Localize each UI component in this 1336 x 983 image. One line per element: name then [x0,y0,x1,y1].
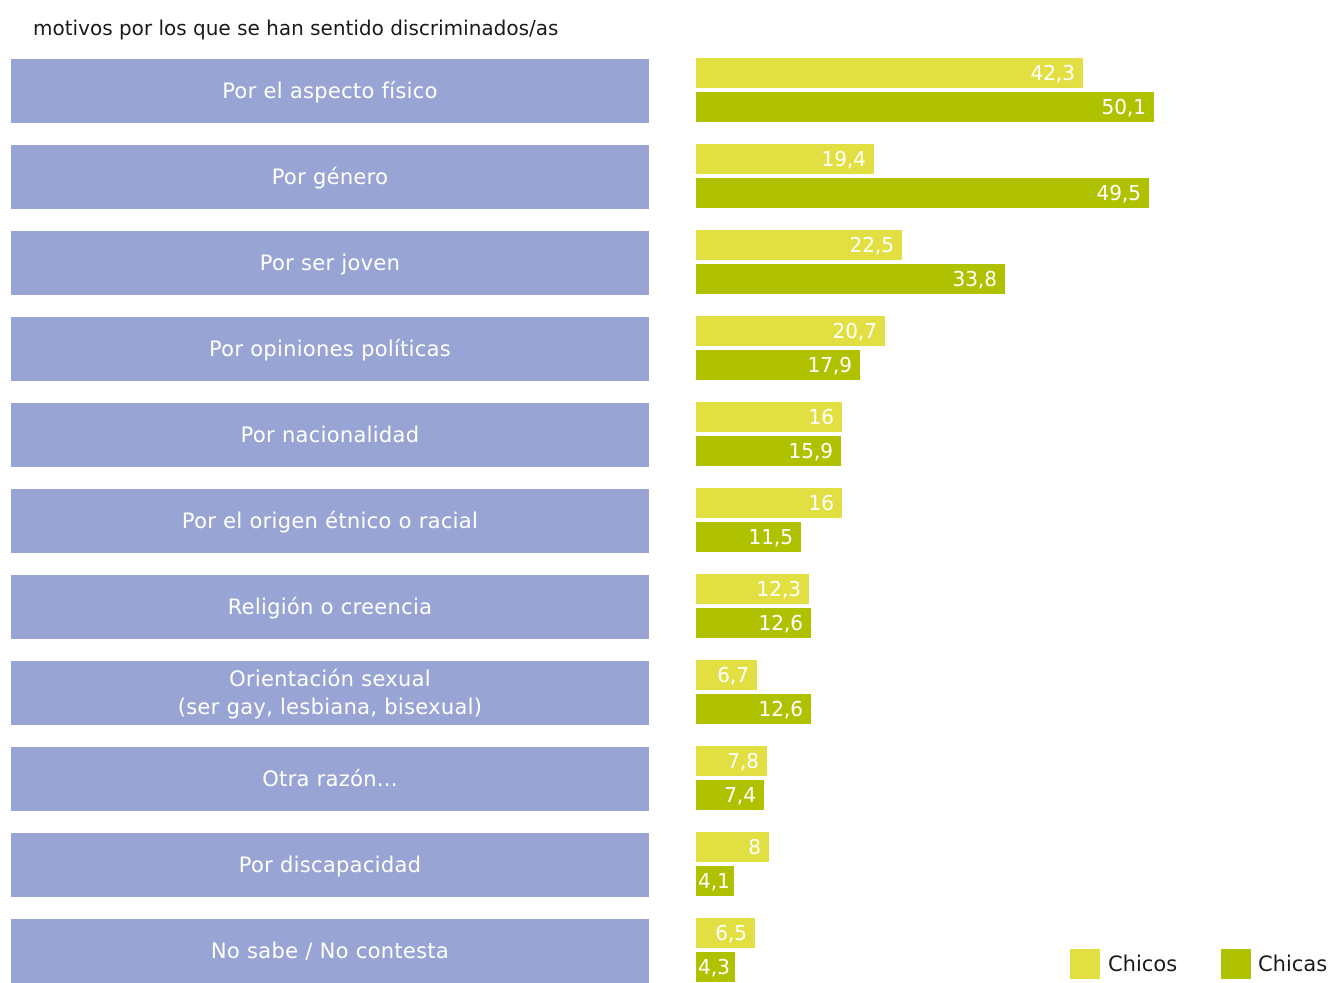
category-label-line: Por género [271,165,389,189]
data-label-chicas: 33,8 [952,267,997,291]
category-label: Por el aspecto físico [11,59,649,123]
data-label-chicas: 49,5 [1096,181,1141,205]
bar-chicos [696,660,757,690]
bar-chicas [696,436,841,466]
category-label: Por discapacidad [11,833,649,897]
bar-chicos [696,230,902,260]
category-label-line: (ser gay, lesbiana, bisexual) [177,695,483,719]
category-label-line: Por el aspecto físico [222,79,438,103]
category-label: Por el origen étnico o racial [11,489,649,553]
data-label-chicos: 22,5 [849,233,894,257]
bar-chicos [696,488,842,518]
data-label-chicas: 7,4 [724,783,756,807]
bar-chicos [696,574,809,604]
data-label-chicas: 11,5 [748,525,793,549]
data-label-chicos: 16 [808,405,834,429]
bar-chicas [696,694,811,724]
legend-label-chicas: Chicas [1258,952,1328,976]
category-label-line: No sabe / No contesta [210,939,450,963]
bar-chicos [696,832,769,862]
data-label-chicos: 6,5 [715,921,747,945]
bar-chicos [696,918,755,948]
category-label: Por nacionalidad [11,403,649,467]
data-label-chicas: 12,6 [758,611,803,635]
bar-chicos [696,402,842,432]
bar-chicas [696,866,734,896]
category-label-line: Por opiniones políticas [208,337,452,361]
category-label-line: Religión o creencia [227,595,433,619]
category-label-line: Por nacionalidad [240,423,420,447]
data-label-chicas: 12,6 [758,697,803,721]
category-label: No sabe / No contesta [11,919,649,983]
data-label-chicas: 4,1 [698,869,730,893]
bar-chicos [696,746,767,776]
category-label: Por género [11,145,649,209]
chart-title: motivos por los que se han sentido discr… [33,16,559,40]
bar-chicas [696,178,1149,208]
category-label: Otra razón... [11,747,649,811]
bar-chicos [696,316,885,346]
data-label-chicos: 12,3 [756,577,801,601]
data-label-chicos: 42,3 [1030,61,1075,85]
bar-chicos [696,58,1083,88]
bar-chicas [696,264,1005,294]
category-label-line: Por discapacidad [238,853,422,877]
data-label-chicos: 7,8 [727,749,759,773]
category-label: Por opiniones políticas [11,317,649,381]
bar-chicos [696,144,874,174]
data-label-chicos: 19,4 [821,147,866,171]
category-label-line: Otra razón... [262,767,398,791]
category-label-line: Orientación sexual [229,667,431,691]
data-label-chicos: 8 [748,835,761,859]
data-label-chicas: 15,9 [788,439,833,463]
category-label: Religión o creencia [11,575,649,639]
data-label-chicas: 50,1 [1101,95,1146,119]
category-label: Por ser joven [11,231,649,295]
bar-chicas [696,608,811,638]
data-label-chicas: 4,3 [698,955,730,979]
bar-chicas [696,522,801,552]
data-label-chicos: 16 [808,491,834,515]
bar-chicas [696,92,1154,122]
bar-chicas [696,952,735,982]
category-label-line: Por ser joven [259,251,401,275]
legend-swatch-chicas [1221,949,1251,979]
category-label-line: Por el origen étnico o racial [181,509,479,533]
data-label-chicas: 17,9 [807,353,852,377]
data-label-chicos: 20,7 [832,319,877,343]
legend-swatch-chicos [1070,949,1100,979]
legend-label-chicos: Chicos [1108,952,1178,976]
bar-chicas [696,780,764,810]
data-label-chicos: 6,7 [717,663,749,687]
bar-chicas [696,350,860,380]
category-label: Orientación sexual (ser gay, lesbiana, bi… [11,661,649,725]
